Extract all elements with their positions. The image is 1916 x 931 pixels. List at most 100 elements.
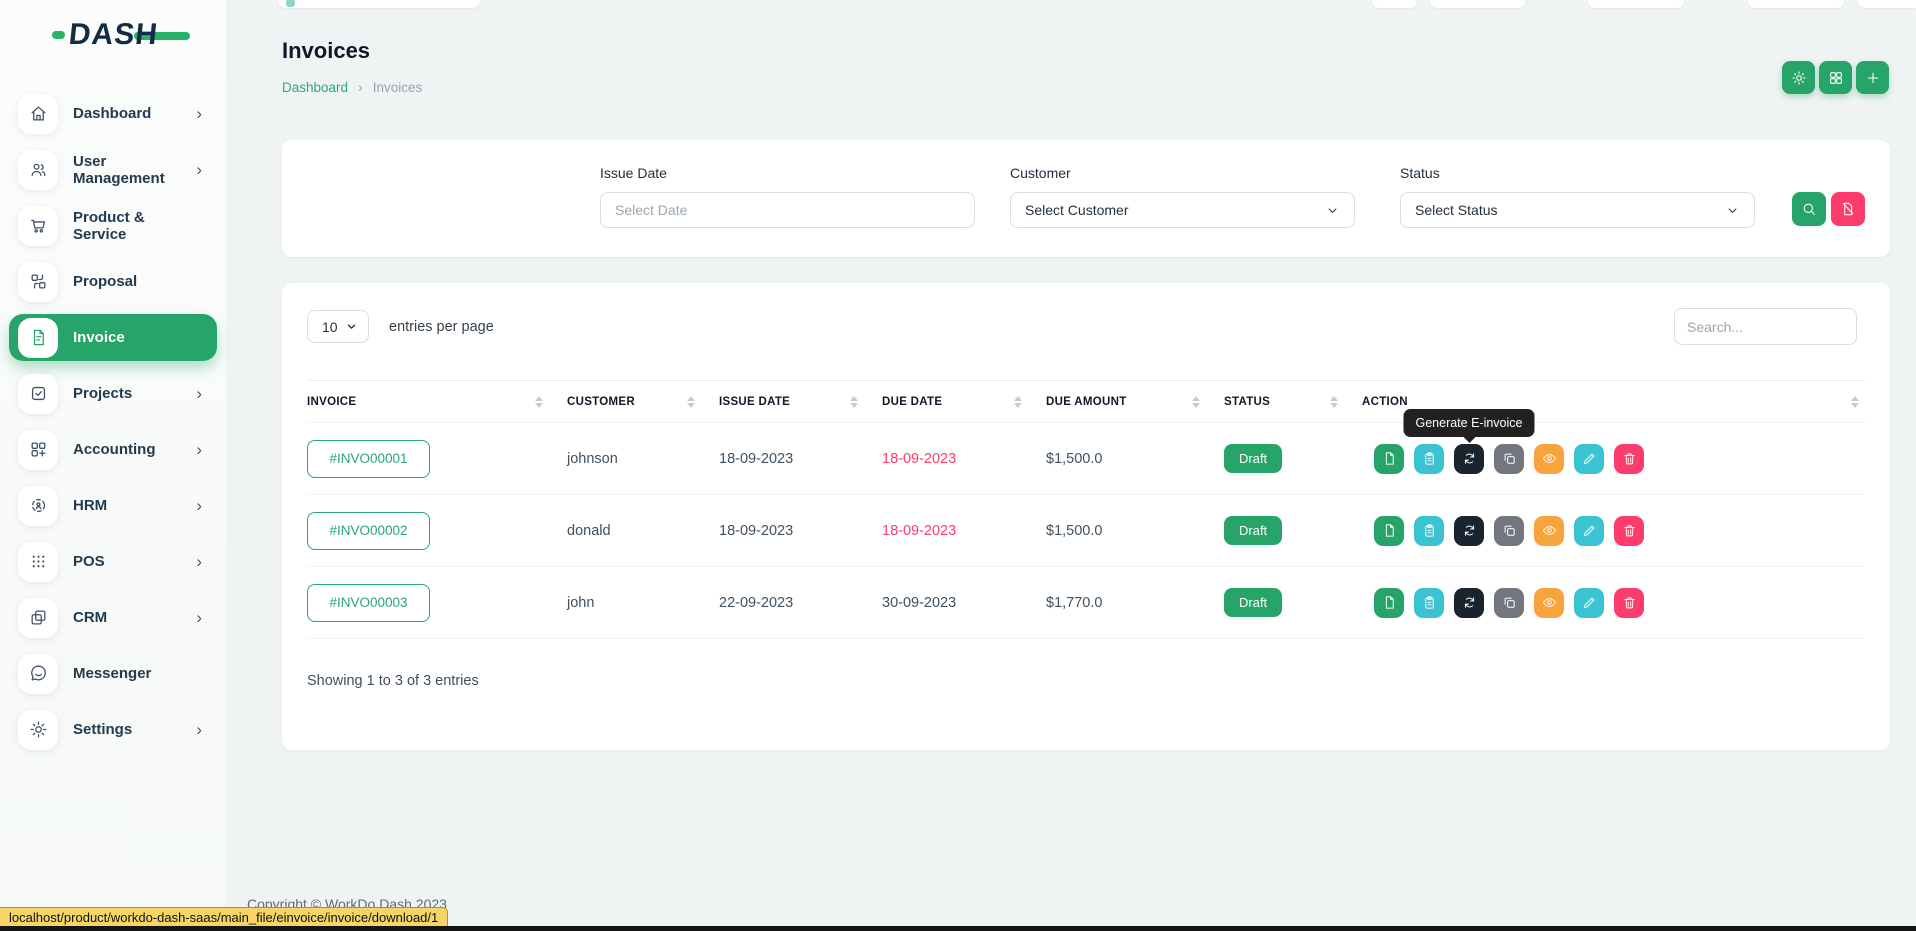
copy-icon — [1502, 451, 1517, 466]
sort-icon[interactable] — [850, 395, 858, 408]
trash-action-button[interactable] — [1614, 443, 1644, 474]
sidebar-item-messenger[interactable]: Messenger › — [9, 650, 217, 697]
generate-einvoice-button[interactable] — [1454, 443, 1484, 474]
sidebar-item-hrm[interactable]: HRM › — [9, 482, 217, 529]
pos-icon — [29, 552, 48, 571]
sidebar-item-dashboard[interactable]: Dashboard › — [9, 90, 217, 137]
sort-icon[interactable] — [1330, 395, 1338, 408]
eye-action-button[interactable] — [1534, 443, 1564, 474]
home-icon — [29, 104, 48, 123]
entries-per-page-select[interactable]: 10 — [307, 310, 369, 343]
messenger-icon — [29, 664, 48, 683]
generate-einvoice-button[interactable] — [1454, 587, 1484, 618]
reset-filter-button[interactable] — [1831, 192, 1865, 226]
cart-icon — [29, 216, 48, 235]
sidebar-item-product-service[interactable]: Product & Service › — [9, 202, 217, 249]
eye-action-button[interactable] — [1534, 515, 1564, 546]
status-select[interactable]: Select Status — [1400, 192, 1755, 228]
file-action-button[interactable] — [1374, 443, 1404, 474]
sync-icon — [1462, 595, 1477, 610]
logo-accent-bar — [134, 32, 191, 40]
sidebar-item-proposal[interactable]: Proposal › — [9, 258, 217, 305]
plus-header-button[interactable] — [1856, 61, 1889, 94]
clipboard-action-button[interactable] — [1414, 515, 1444, 546]
column-header-issue-date[interactable]: ISSUE DATE — [719, 395, 882, 408]
column-header-due-amount[interactable]: DUE AMOUNT — [1046, 395, 1224, 408]
grid-header-button[interactable] — [1819, 61, 1852, 94]
file-icon — [1382, 595, 1397, 610]
due-date-cell: 18-09-2023 — [882, 522, 957, 539]
pencil-action-button[interactable] — [1574, 587, 1604, 618]
sidebar-item-projects[interactable]: Projects › — [9, 370, 217, 417]
chevron-right-icon: › — [196, 104, 202, 123]
generate-einvoice-button[interactable] — [1454, 515, 1484, 546]
copy-action-button[interactable] — [1494, 443, 1524, 474]
sidebar-item-pos[interactable]: POS › — [9, 538, 217, 585]
customer-select[interactable]: Select Customer — [1010, 192, 1355, 228]
row-actions: Generate E-invoice — [1374, 408, 1859, 474]
table-search-input[interactable] — [1674, 308, 1857, 345]
topbar-partial-button — [1588, 0, 1684, 8]
sidebar-item-settings[interactable]: Settings › — [9, 706, 217, 753]
leaf-icon — [286, 0, 295, 7]
chevron-down-icon — [345, 320, 358, 333]
copy-icon — [1502, 523, 1517, 538]
issue-date-cell: 22-09-2023 — [719, 594, 794, 611]
copy-icon — [1502, 595, 1517, 610]
app-logo[interactable]: DASH — [52, 18, 191, 52]
sort-icon[interactable] — [687, 395, 695, 408]
clipboard-action-button[interactable] — [1414, 443, 1444, 474]
gear-header-button[interactable] — [1782, 61, 1815, 94]
chevron-down-icon — [1325, 203, 1340, 218]
column-header-invoice[interactable]: INVOICE — [307, 395, 567, 408]
sidebar-item-crm[interactable]: CRM › — [9, 594, 217, 641]
invoice-table: INVOICE CUSTOMER ISSUE DATE DUE DATE DUE… — [307, 380, 1865, 639]
sort-icon[interactable] — [1851, 395, 1859, 408]
trash-icon — [1622, 451, 1637, 466]
gear-icon — [1791, 70, 1807, 86]
copy-action-button[interactable] — [1494, 515, 1524, 546]
invoice-number-button[interactable]: #INVO00003 — [307, 583, 430, 622]
column-header-status[interactable]: STATUS — [1224, 395, 1362, 408]
clipboard-action-button[interactable] — [1414, 587, 1444, 618]
eye-icon — [1542, 595, 1557, 610]
breadcrumb-dashboard-link[interactable]: Dashboard — [282, 79, 349, 95]
sort-icon[interactable] — [1192, 395, 1200, 408]
sidebar-item-accounting[interactable]: Accounting › — [9, 426, 217, 473]
pencil-icon — [1582, 595, 1597, 610]
chevron-right-icon: › — [196, 608, 202, 627]
logo-accent-dot — [52, 31, 65, 39]
trash-action-button[interactable] — [1614, 587, 1644, 618]
file-action-button[interactable] — [1374, 587, 1404, 618]
copy-action-button[interactable] — [1494, 587, 1524, 618]
sidebar-item-label: Projects — [73, 385, 133, 402]
topbar-partial-button — [1430, 0, 1525, 8]
sort-icon[interactable] — [1014, 395, 1022, 408]
file-action-button[interactable] — [1374, 515, 1404, 546]
row-actions — [1374, 515, 1859, 546]
invoice-number-button[interactable]: #INVO00001 — [307, 439, 430, 478]
chevron-right-icon: › — [196, 720, 202, 739]
sort-icon[interactable] — [535, 395, 543, 408]
issue-date-input[interactable] — [600, 192, 975, 228]
invoice-icon — [29, 328, 48, 347]
invoice-number-button[interactable]: #INVO00002 — [307, 511, 430, 550]
eye-action-button[interactable] — [1534, 587, 1564, 618]
settings-icon — [29, 720, 48, 739]
column-header-customer[interactable]: CUSTOMER — [567, 395, 719, 408]
sidebar-item-invoice[interactable]: Invoice › — [9, 314, 217, 361]
trash-action-button[interactable] — [1614, 515, 1644, 546]
clipboard-icon — [1422, 523, 1437, 538]
sidebar-item-label: CRM — [73, 609, 108, 626]
clipboard-icon — [1422, 451, 1437, 466]
apply-filter-button[interactable] — [1792, 192, 1826, 226]
column-header-due-date[interactable]: DUE DATE — [882, 395, 1046, 408]
pencil-action-button[interactable] — [1574, 515, 1604, 546]
sidebar-menu: Dashboard › User Management › Product & … — [9, 90, 217, 753]
column-header-action[interactable]: ACTION — [1362, 395, 1865, 408]
sidebar-item-user-management[interactable]: User Management › — [9, 146, 217, 193]
projects-icon — [29, 384, 48, 403]
due-amount-cell: $1,500.0 — [1046, 450, 1103, 467]
pencil-action-button[interactable] — [1574, 443, 1604, 474]
entries-per-page-label: entries per page — [389, 319, 494, 335]
